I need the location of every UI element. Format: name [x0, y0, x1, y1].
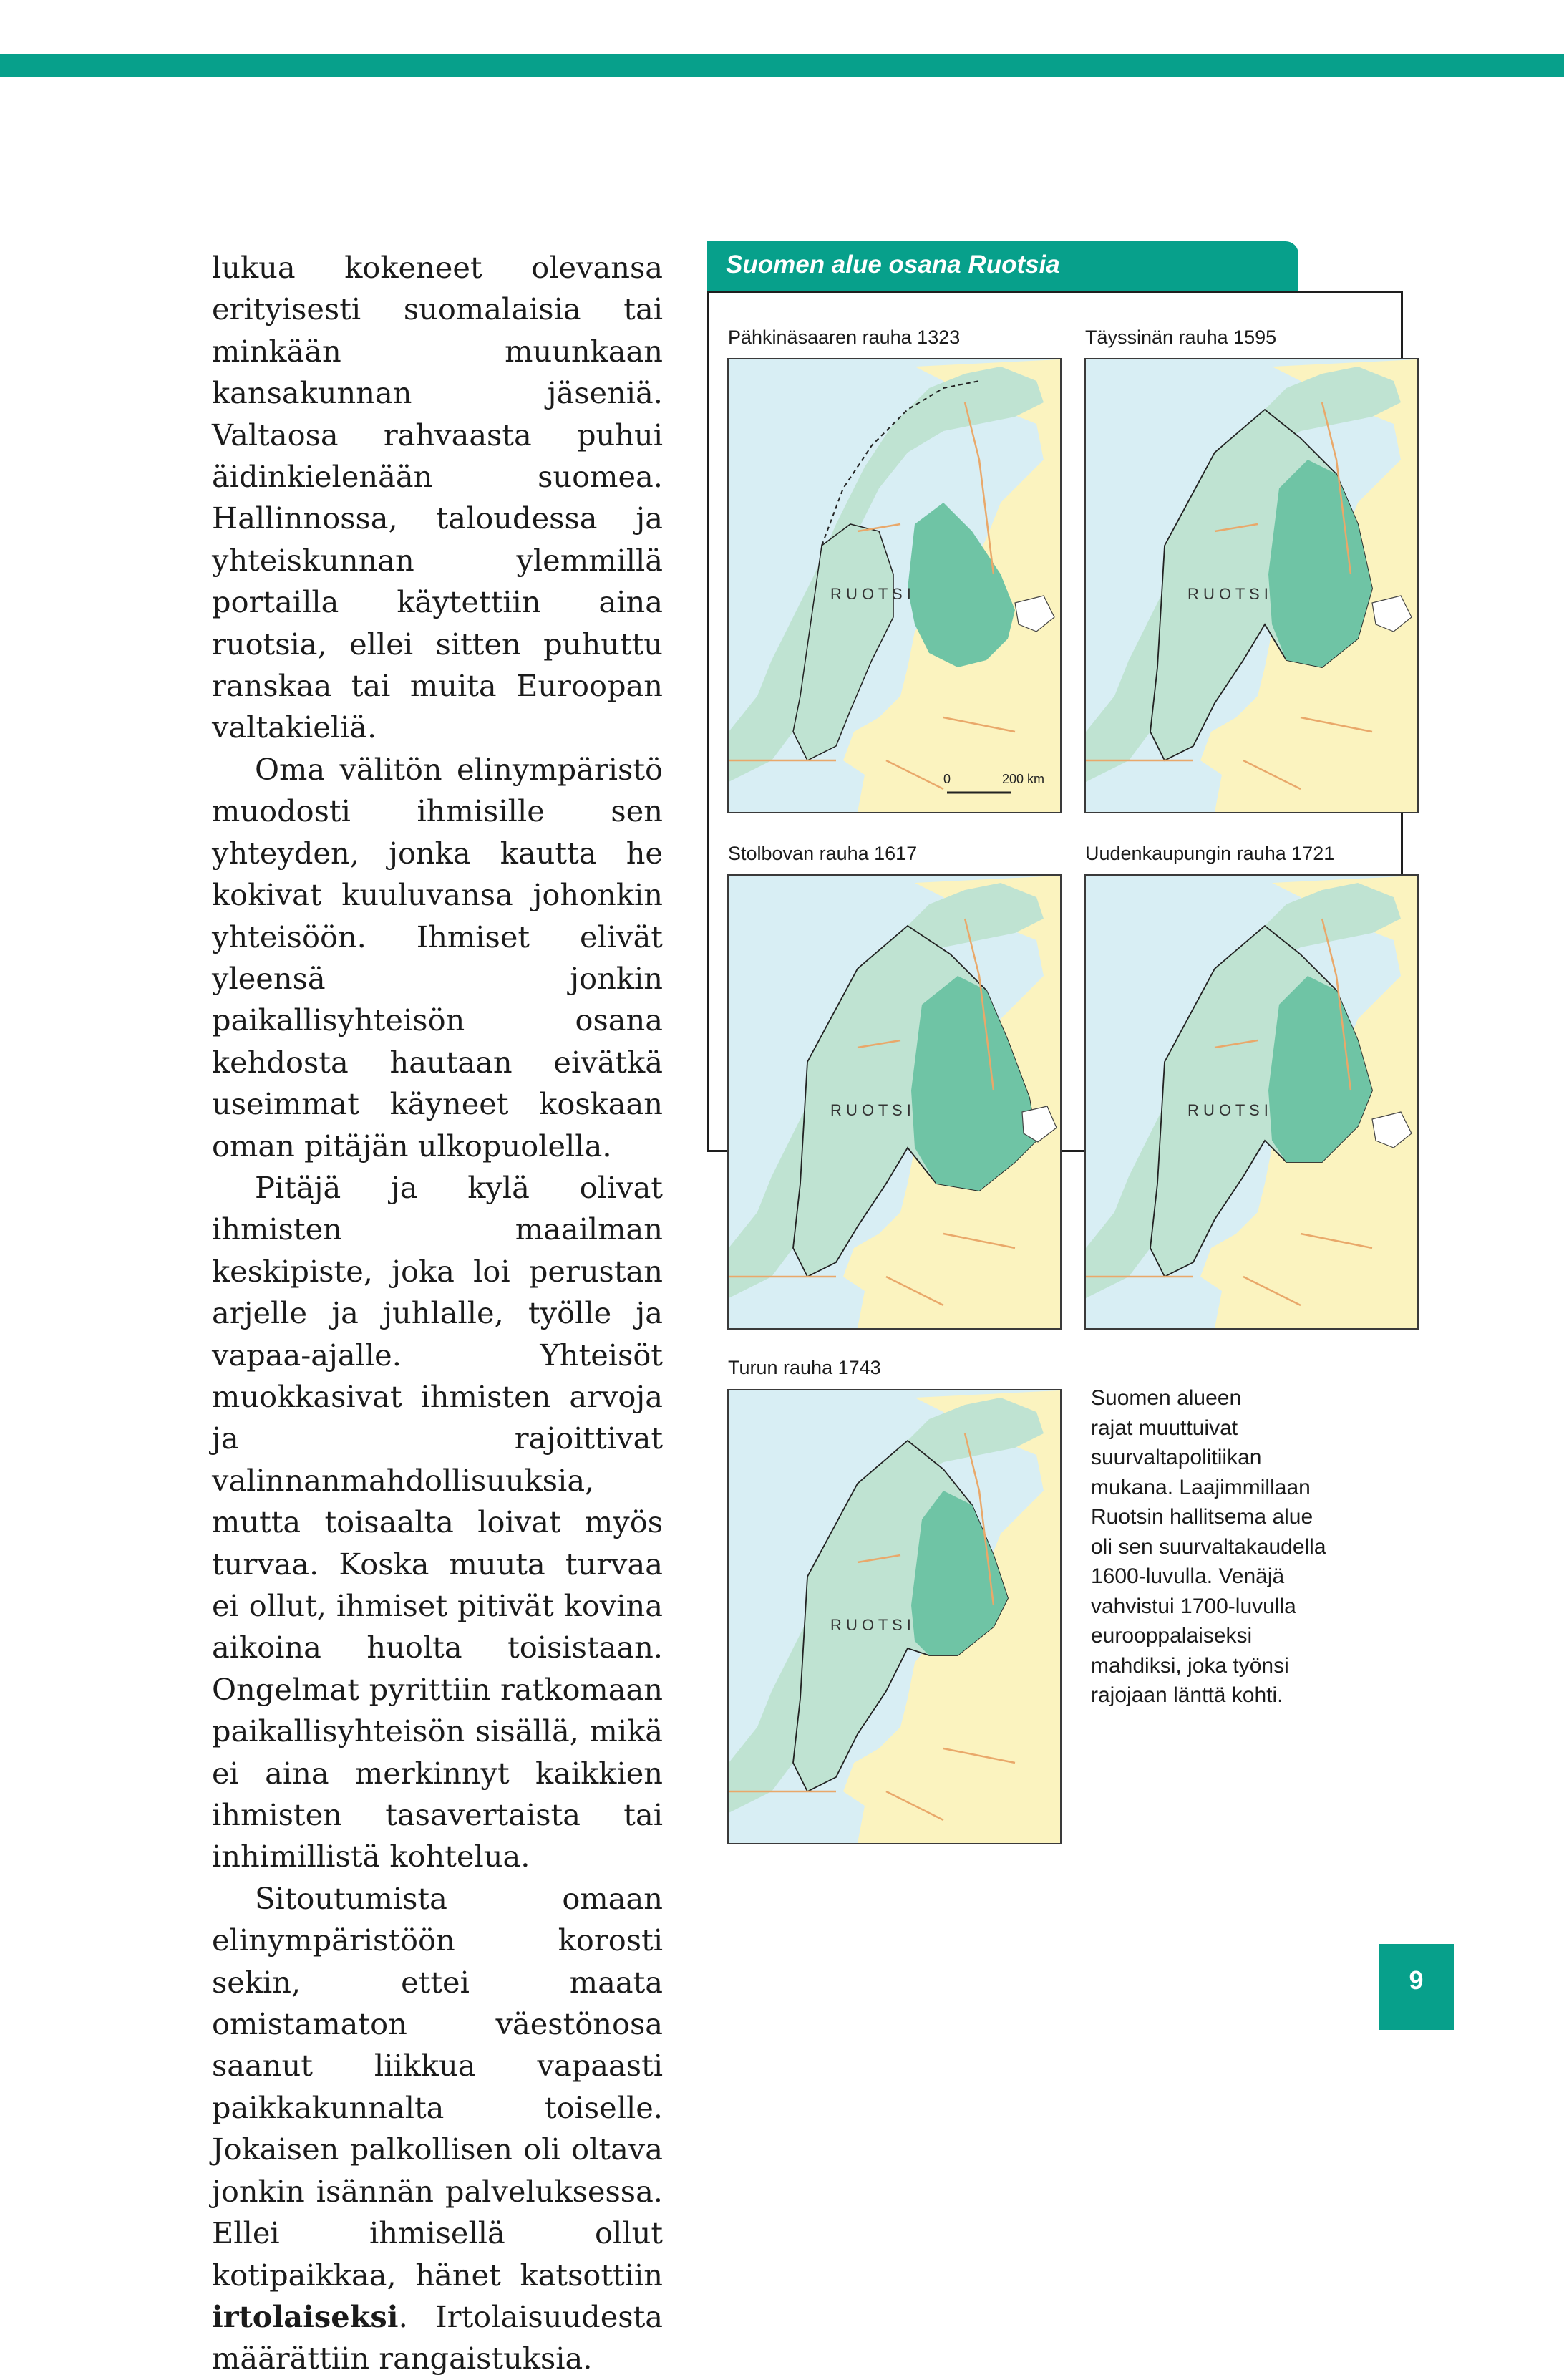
paragraph-4: Sitoutumista omaan elinympäristöön koros…	[212, 1878, 663, 2380]
top-accent-bar	[0, 54, 1564, 77]
map-1617-svg: R U O T S I	[729, 876, 1060, 1328]
map-1595-svg: R U O T S I	[1086, 359, 1417, 812]
map-1595-region-label: R U O T S I	[1187, 585, 1268, 603]
paragraph-2: Oma välitön elinympäristö muodosti ihmis…	[212, 751, 663, 1164]
map-1323-region-label: R U O T S I	[830, 585, 911, 603]
map-caption-1743: Turun rauha 1743	[728, 1357, 881, 1378]
map-1743-region-label: R U O T S I	[830, 1616, 911, 1634]
map-1323: R U O T S I 0 200 km	[727, 358, 1062, 813]
map-caption-1721: Uudenkaupungin rauha 1721	[1085, 843, 1335, 864]
paragraph-1: lukua kokeneet olevansa erityisesti suom…	[212, 250, 663, 745]
box-title: Suomen alue osana Ruotsia	[726, 251, 1060, 279]
paragraph-3: Pitäjä ja kylä olivat ihmisten maailman …	[212, 1169, 663, 1875]
box-title-tab: Suomen alue osana Ruotsia	[707, 241, 1298, 291]
map-1323-svg: R U O T S I 0 200 km	[729, 359, 1060, 812]
map-1721: R U O T S I	[1084, 874, 1419, 1330]
body-text: lukua kokeneet olevansa erityisesti suom…	[212, 247, 663, 2380]
paragraph-4-start: Sitoutumista omaan elinympäristöön koros…	[212, 1880, 663, 2293]
map-box-note: Suomen alueen rajat muuttuivat suurvalta…	[1091, 1386, 1326, 1707]
map-1721-svg: R U O T S I	[1086, 876, 1417, 1328]
map-caption-1595: Täyssinän rauha 1595	[1085, 326, 1277, 348]
map-1721-region-label: R U O T S I	[1187, 1101, 1268, 1119]
map-1617: R U O T S I	[727, 874, 1062, 1330]
map-1743: R U O T S I	[727, 1389, 1062, 1844]
page-number-box: 9	[1379, 1944, 1454, 2030]
map-scale-distance: 200 km	[1002, 772, 1044, 786]
map-1617-region-label: R U O T S I	[830, 1101, 911, 1119]
map-1743-svg: R U O T S I	[729, 1390, 1060, 1843]
map-1595: R U O T S I	[1084, 358, 1419, 813]
map-caption-1323: Pähkinäsaaren rauha 1323	[728, 326, 961, 348]
map-caption-1617: Stolbovan rauha 1617	[728, 843, 918, 864]
map-scale-zero: 0	[943, 772, 951, 786]
page-number: 9	[1409, 1965, 1424, 1995]
term-irtolaiseksi: irtolaiseksi	[212, 2298, 399, 2334]
